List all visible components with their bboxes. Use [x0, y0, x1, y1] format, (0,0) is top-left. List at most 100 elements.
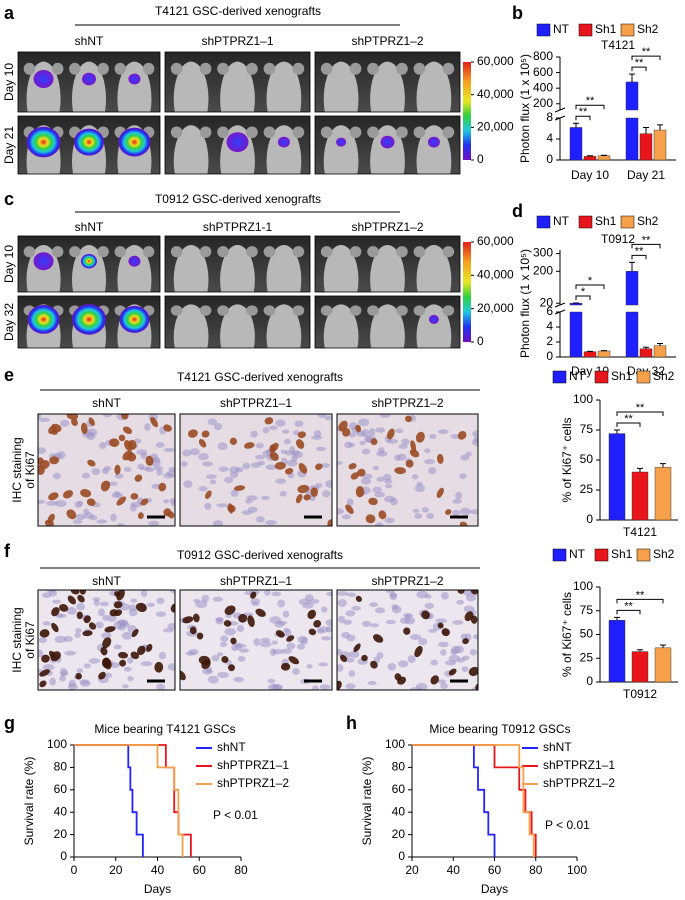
- survival-curve: [74, 744, 184, 857]
- nucleus: [438, 641, 449, 648]
- nucleus: [370, 623, 379, 628]
- nucleus: [56, 451, 66, 460]
- ki67-nucleus: [415, 431, 425, 443]
- nucleus: [463, 605, 475, 613]
- ki67-nucleus: [229, 437, 238, 445]
- nucleus: [454, 645, 465, 654]
- nucleus: [409, 687, 422, 690]
- ki67-nucleus: [394, 673, 402, 681]
- ki67-nucleus: [49, 456, 60, 465]
- chart-title: T0912: [601, 232, 635, 246]
- nucleus: [95, 621, 104, 629]
- significance-bracket: [616, 598, 664, 604]
- survival-curve: [412, 744, 496, 857]
- ki67-nucleus: [113, 601, 123, 609]
- significance-bracket: [616, 422, 641, 427]
- x-tick-label: T0912: [623, 687, 657, 701]
- nucleus: [404, 617, 416, 625]
- ki67-nucleus: [437, 622, 444, 629]
- nucleus: [213, 422, 223, 431]
- nucleus: [111, 492, 123, 499]
- x-tick-label: 80: [529, 863, 543, 877]
- nucleus: [245, 499, 253, 504]
- nucleus: [144, 423, 151, 431]
- nucleus: [253, 638, 261, 646]
- nucleus: [358, 418, 370, 427]
- error-bar: [587, 155, 593, 157]
- legend-swatch: [578, 23, 593, 37]
- nucleus: [349, 650, 360, 659]
- ki67-nucleus: [295, 439, 305, 449]
- nucleus: [75, 513, 86, 520]
- nucleus: [457, 657, 466, 663]
- mouse-ear: [142, 62, 155, 75]
- ki67-nucleus: [462, 638, 469, 645]
- ki67-nucleus: [280, 662, 291, 671]
- nucleus: [345, 657, 355, 663]
- panel-title: T0912 GSC-derived xenografts: [155, 192, 321, 206]
- nucleus: [387, 662, 397, 671]
- ki67-nucleus: [102, 637, 112, 649]
- ki67-nucleus: [298, 462, 308, 474]
- ki67-nucleus: [310, 487, 318, 497]
- bar: [654, 647, 672, 683]
- legend-swatch: [620, 23, 635, 37]
- mouse-head: [416, 61, 452, 112]
- xenograft-image: [315, 52, 460, 112]
- y-tick-label: 75: [580, 603, 594, 617]
- column-label: shNT: [75, 34, 104, 48]
- nucleus: [269, 648, 277, 656]
- colorbar-tick-label: 20,000: [477, 301, 514, 315]
- nucleus: [315, 446, 326, 452]
- nucleus: [275, 478, 287, 484]
- nucleus: [325, 479, 332, 488]
- mouse-ear: [292, 62, 305, 75]
- ihc-image: [38, 590, 175, 690]
- bar: [608, 620, 626, 683]
- mouse-head: [323, 61, 359, 112]
- x-axis-label: Days: [144, 882, 171, 896]
- nucleus: [156, 469, 163, 476]
- nucleus: [255, 454, 266, 460]
- mouse-ear: [217, 62, 229, 75]
- nucleus: [60, 419, 70, 427]
- ki67-nucleus: [118, 434, 126, 442]
- nucleus: [204, 502, 212, 510]
- image-frame: [164, 51, 311, 113]
- x-tick-label: 20: [109, 863, 123, 877]
- error-bar: [643, 126, 649, 134]
- nucleus: [242, 462, 251, 470]
- mouse-ear: [246, 305, 258, 316]
- nucleus: [127, 657, 134, 664]
- nucleus: [42, 664, 55, 671]
- nucleus: [103, 466, 112, 471]
- nucleus: [216, 503, 228, 508]
- legend-swatch: [536, 215, 551, 229]
- nucleus: [83, 663, 91, 669]
- mouse-ear: [263, 305, 276, 316]
- nucleus: [38, 414, 42, 420]
- nucleus: [398, 444, 408, 449]
- ki67-nucleus: [77, 594, 85, 603]
- ki67-nucleus: [378, 510, 387, 520]
- mouse-ear: [367, 305, 379, 316]
- nucleus: [148, 520, 160, 526]
- image-frame: [314, 235, 461, 293]
- nucleus: [452, 620, 464, 625]
- nucleus: [346, 592, 357, 597]
- y-tick-label: 0: [546, 152, 553, 166]
- ki67-nucleus: [146, 643, 153, 652]
- significance-bracket: [575, 115, 591, 121]
- image-frame: [164, 115, 311, 175]
- y-tick-label: 200: [533, 96, 553, 110]
- nucleus: [319, 684, 331, 690]
- ihc-image: [180, 414, 332, 526]
- mouse-ear: [69, 62, 81, 75]
- ki67-nucleus: [441, 628, 450, 637]
- signal-blob: [82, 72, 96, 86]
- mouse-ear: [246, 62, 258, 75]
- x-axis-label: Days: [481, 882, 508, 896]
- nucleus: [308, 598, 320, 604]
- nucleus: [440, 591, 449, 600]
- nucleus: [391, 604, 399, 610]
